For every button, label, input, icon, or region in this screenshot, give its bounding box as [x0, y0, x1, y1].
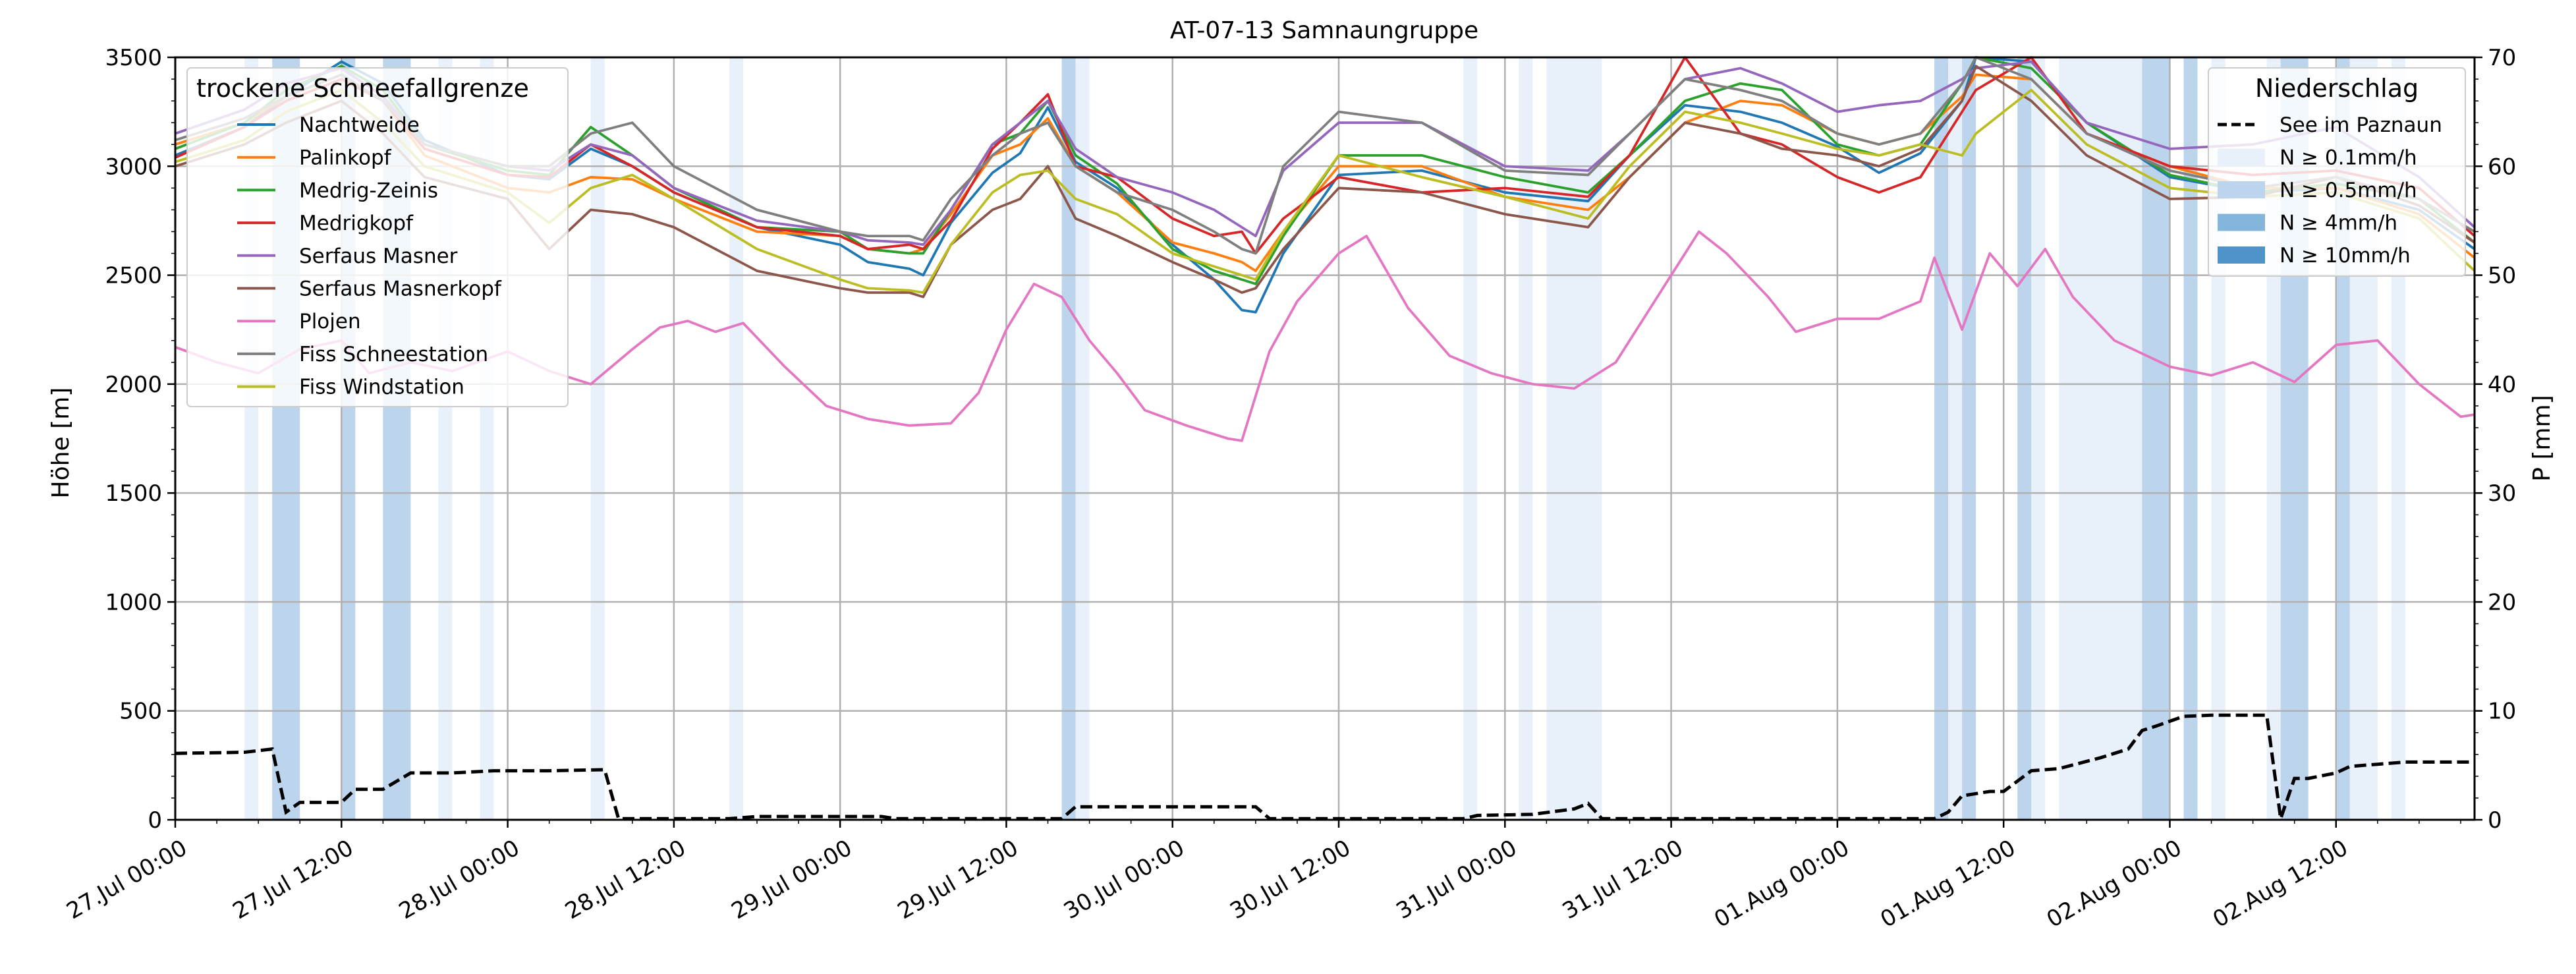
legend-label: Plojen	[299, 310, 361, 333]
y-tick-label-left: 1000	[105, 589, 162, 616]
chart-title: AT-07-13 Samnaungruppe	[1170, 17, 1478, 44]
station-legend: trockene Schneefallgrenze Nachtweide Palin…	[186, 67, 569, 407]
precip-band	[1546, 57, 1602, 820]
series-layer	[175, 56, 2476, 820]
legend-swatch-patch	[2218, 148, 2265, 166]
precip-band	[1061, 57, 1076, 820]
precip-band	[1519, 57, 1533, 820]
precip-legend: Niederschlag See im Paznaun N ≥ 0.1mm/h N ≥…	[2208, 67, 2466, 277]
series-line	[175, 56, 2475, 255]
precip-line	[175, 713, 2475, 820]
legend-label: Fiss Windstation	[299, 376, 464, 399]
series-line	[175, 65, 2476, 299]
legend-swatch-patch	[2218, 246, 2265, 264]
y-tick-label-right: 70	[2488, 45, 2516, 71]
y-tick-label-right: 20	[2488, 589, 2516, 616]
precip-legend-box	[2208, 67, 2466, 277]
series-line	[175, 88, 2476, 294]
y-tick-label-right: 40	[2488, 372, 2516, 398]
y-tick-label-right: 60	[2488, 154, 2516, 180]
station-legend-box	[186, 67, 569, 407]
precip-band	[590, 57, 605, 820]
legend-label: N ≥ 4mm/h	[2280, 212, 2397, 235]
precip-band	[1075, 57, 1090, 820]
precip-band	[2031, 57, 2046, 820]
y-tick-label-left: 3000	[105, 154, 162, 180]
legend-label: N ≥ 0.1mm/h	[2280, 146, 2417, 170]
series-line	[175, 230, 2475, 442]
y-tick-label-left: 2500	[105, 263, 162, 289]
y-tick-label-right: 30	[2488, 480, 2516, 507]
y-tick-label-left: 3500	[105, 45, 162, 71]
legend-label: Serfaus Masnerkopf	[299, 277, 502, 301]
y-axis-title-right: P [mm]	[2529, 395, 2556, 481]
legend-label: Medrigkopf	[299, 212, 414, 235]
precip-band	[2059, 57, 2142, 820]
precip-band	[1962, 57, 1976, 820]
precip-band	[1934, 57, 1949, 820]
legend-label: Medrig-Zeinis	[299, 179, 438, 202]
y-tick-label-right: 50	[2488, 263, 2516, 289]
legend-label: Palinkopf	[299, 146, 392, 170]
precip-legend-title: Niederschlag	[2255, 74, 2419, 103]
y-tick-label-left: 1500	[105, 480, 162, 507]
y-tick-label-right: 10	[2488, 699, 2516, 725]
legend-label: Serfaus Masner	[299, 244, 458, 268]
precip-band	[1948, 57, 1963, 820]
y-tick-label-left: 0	[148, 807, 162, 834]
y-tick-label-left: 2000	[105, 372, 162, 398]
precip-band	[2017, 57, 2032, 820]
y-tick-label-right: 0	[2488, 807, 2502, 834]
legend-label: N ≥ 0.5mm/h	[2280, 179, 2417, 202]
station-legend-title: trockene Schneefallgrenze	[196, 74, 529, 103]
y-axis-title-left: Höhe [m]	[47, 387, 74, 499]
series-line	[175, 56, 2476, 255]
y-tick-label-left: 500	[119, 699, 162, 725]
legend-label: Fiss Schneestation	[299, 343, 488, 366]
legend-swatch-patch	[2218, 181, 2265, 198]
legend-swatch-patch	[2218, 214, 2265, 231]
precip-band	[729, 57, 743, 820]
plot-frame	[174, 56, 2476, 821]
precip-band	[1463, 57, 1478, 820]
legend-label: Nachtweide	[299, 113, 420, 137]
legend-label: See im Paznaun	[2280, 113, 2442, 137]
precip-band	[2183, 57, 2198, 820]
legend-label: N ≥ 10mm/h	[2280, 244, 2411, 268]
